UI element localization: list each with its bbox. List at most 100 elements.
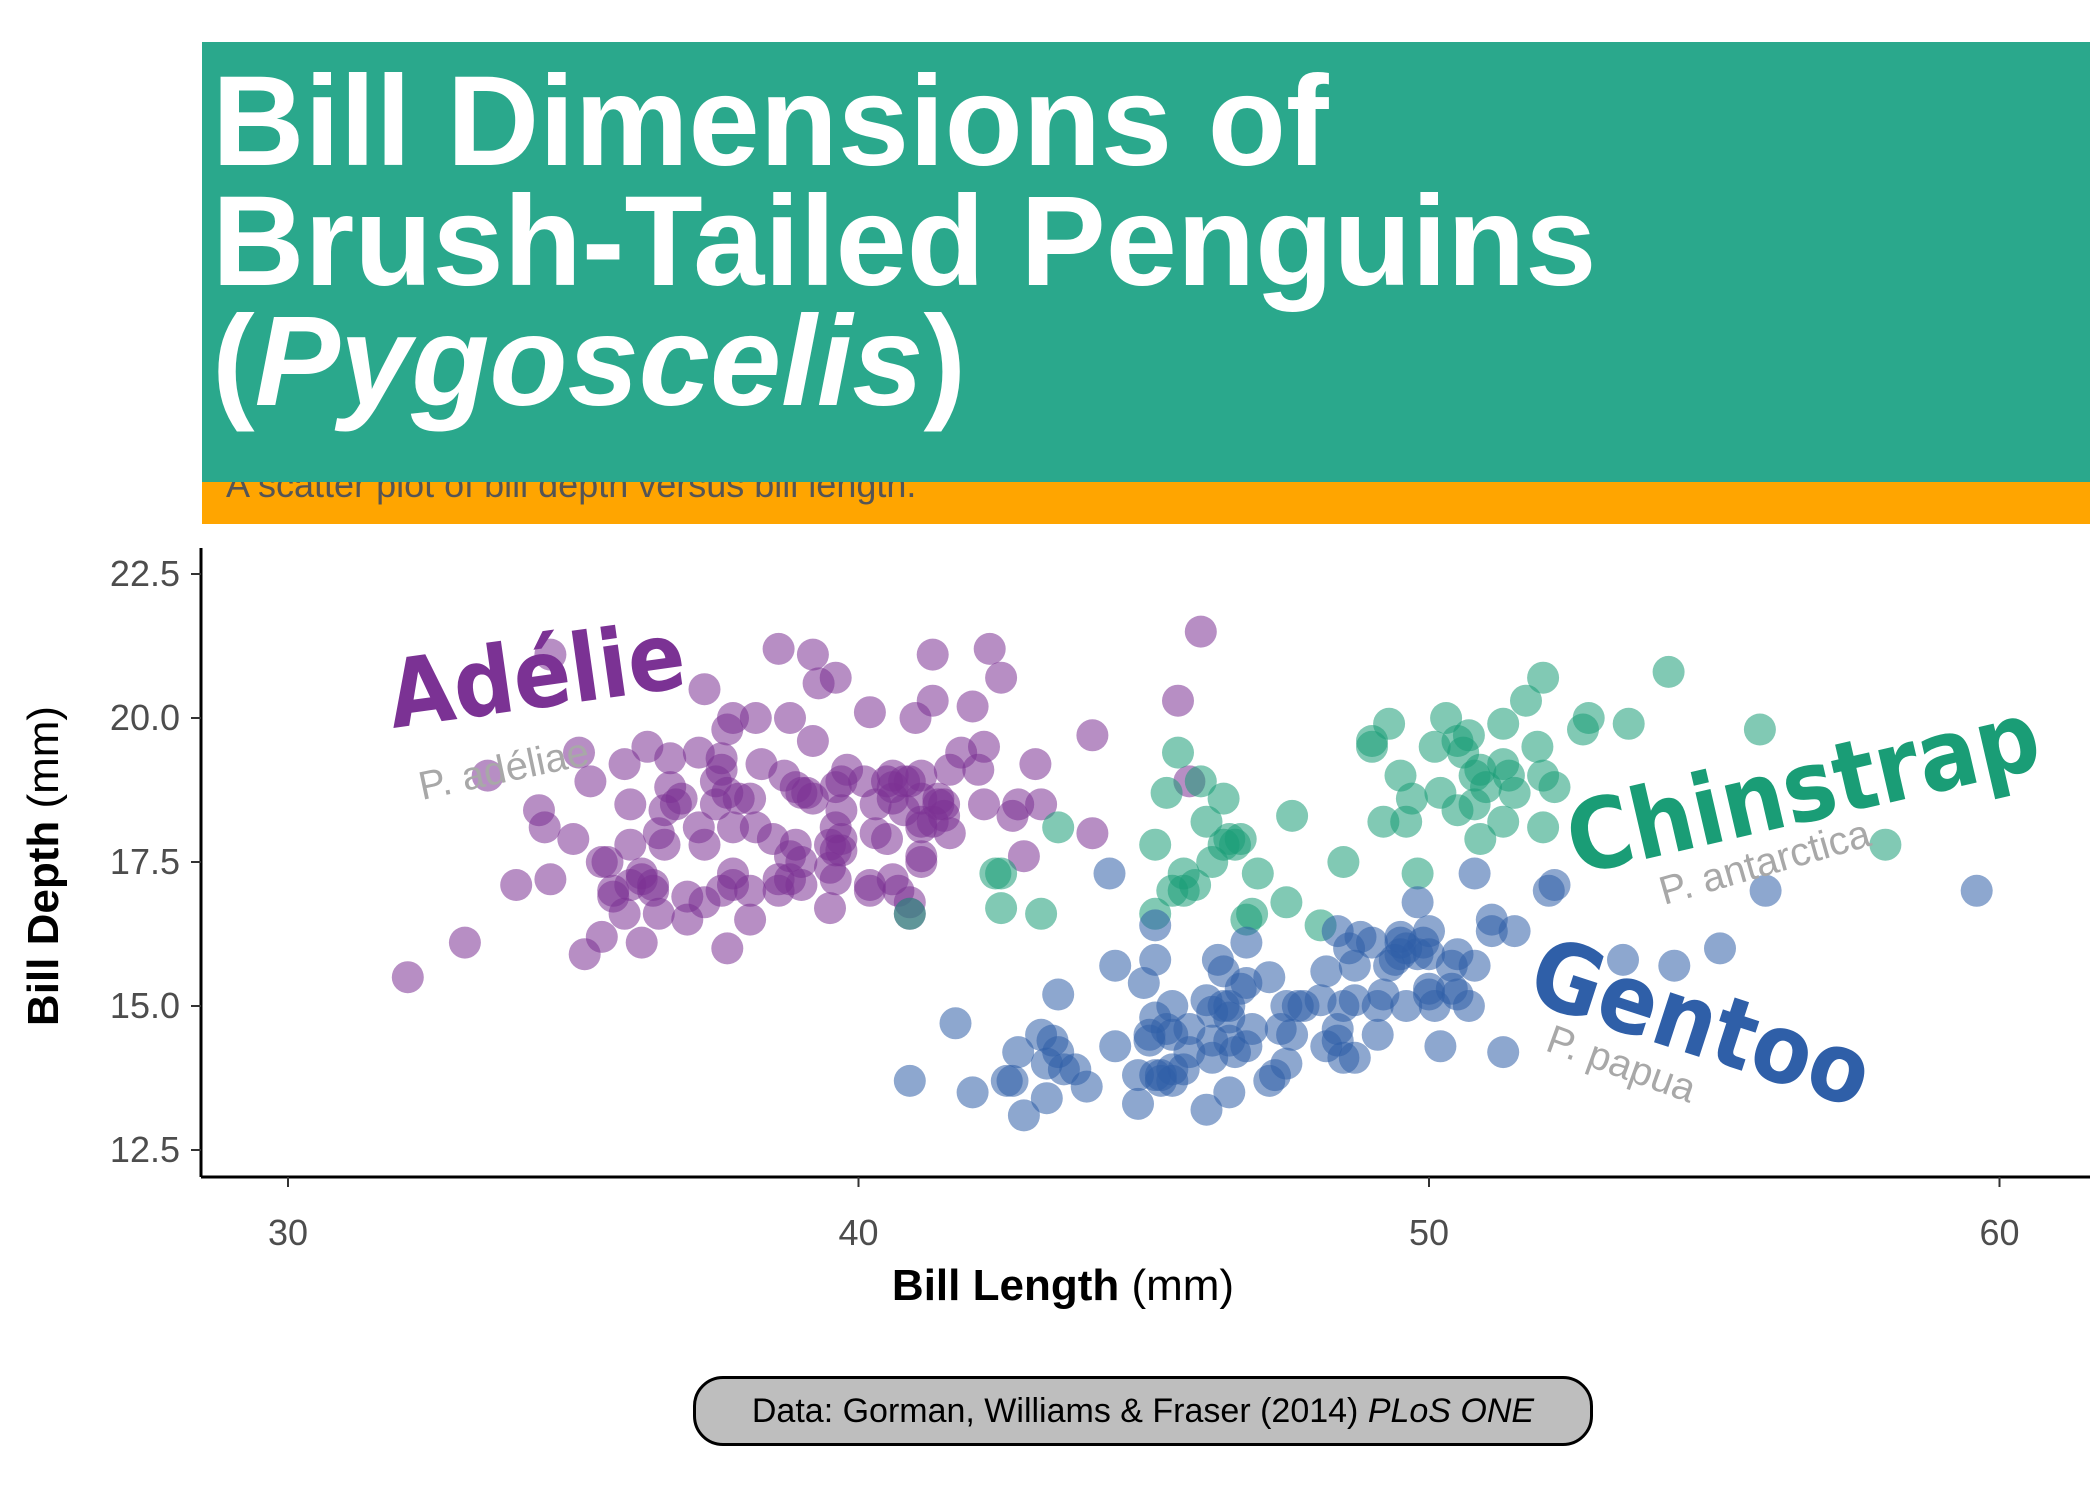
data-point (956, 1076, 989, 1109)
data-point (1527, 811, 1560, 844)
data-point (1162, 736, 1194, 769)
data-point (933, 817, 966, 850)
data-point (1025, 788, 1058, 821)
subtitle-banner: A scatter plot of bill depth versus bill… (202, 482, 2090, 524)
data-source-caption: Data: Gorman, Williams & Fraser (2014) P… (693, 1376, 1593, 1446)
data-point (1156, 990, 1189, 1022)
data-point (985, 661, 1018, 694)
data-point (500, 869, 533, 901)
y-axis-title-bold: Bill Depth (19, 821, 68, 1026)
title-line-1: Bill Dimensions of (212, 50, 1329, 193)
data-point (1612, 707, 1645, 740)
data-point (534, 638, 567, 671)
data-point (734, 874, 767, 907)
data-point (608, 748, 641, 781)
data-point (1960, 874, 1993, 907)
data-point (1458, 857, 1491, 890)
data-point (1253, 961, 1286, 994)
data-point (1424, 1030, 1457, 1063)
data-point (1361, 1018, 1394, 1051)
data-point (1207, 782, 1240, 815)
data-point (893, 897, 926, 930)
points-layer (391, 615, 1993, 1132)
data-point (819, 863, 852, 896)
data-point (985, 857, 1018, 890)
data-point (739, 702, 772, 734)
data-point (1093, 857, 1126, 890)
data-point (637, 869, 670, 901)
data-point (1070, 1070, 1103, 1103)
series-adlie (391, 615, 1217, 994)
data-point (705, 742, 738, 775)
y-axis-title-unit: (mm) (19, 706, 68, 809)
data-point (1122, 1087, 1154, 1120)
data-point (1042, 978, 1075, 1011)
data-point (1276, 1018, 1309, 1051)
y-tick-label: 20.0 (110, 697, 180, 738)
data-point (1310, 955, 1343, 988)
data-point (1184, 615, 1217, 648)
ticks-layer: 30 40 50 60 12.5 15.0 17.5 20.0 22.5 (110, 553, 2020, 1253)
data-point (585, 920, 618, 953)
data-point (1241, 857, 1274, 890)
data-point (1749, 874, 1782, 907)
data-point (1270, 886, 1303, 919)
data-point (1401, 857, 1434, 890)
data-point (528, 811, 561, 844)
data-point (608, 897, 641, 930)
data-point (1498, 776, 1531, 809)
data-point (1030, 1082, 1063, 1115)
data-point (1607, 943, 1639, 976)
data-point (1042, 811, 1075, 844)
data-point (796, 725, 829, 757)
data-point (648, 828, 681, 861)
data-point (1076, 719, 1109, 752)
y-tick-label: 12.5 (110, 1129, 180, 1170)
data-point (534, 863, 567, 896)
data-point (825, 794, 858, 827)
title-paren-close: ) (923, 290, 967, 433)
data-point (557, 823, 590, 855)
y-axis-title: Bill Depth (mm) (19, 706, 68, 1026)
data-point (1452, 990, 1485, 1022)
x-axis-title-unit: (mm) (1131, 1261, 1234, 1310)
data-point (825, 823, 858, 855)
data-point (717, 811, 749, 844)
data-point (1099, 1030, 1132, 1063)
data-point (1452, 719, 1485, 752)
data-point (1007, 840, 1040, 873)
data-point (591, 846, 624, 878)
data-point (916, 638, 949, 671)
data-point (905, 840, 938, 873)
data-point (1521, 730, 1554, 763)
data-point (1487, 707, 1520, 740)
data-point (563, 736, 595, 769)
data-point (1190, 805, 1223, 838)
data-point (1487, 805, 1520, 838)
x-tick-label: 50 (1409, 1212, 1449, 1253)
data-point (905, 759, 938, 792)
data-point (614, 788, 647, 821)
y-tick-label: 15.0 (110, 985, 180, 1026)
data-point (1401, 886, 1434, 919)
title-paren-open: ( (212, 290, 255, 433)
data-point (1487, 1036, 1520, 1069)
data-point (1162, 684, 1194, 717)
data-point (853, 696, 886, 729)
data-point (1230, 926, 1263, 959)
data-point (1019, 748, 1052, 781)
data-point (1007, 1099, 1040, 1132)
data-point (448, 926, 481, 959)
data-point (1869, 828, 1902, 861)
data-point (939, 1007, 972, 1040)
data-point (614, 828, 647, 861)
data-point (1527, 661, 1560, 694)
data-point (1395, 782, 1428, 815)
data-point (1652, 655, 1685, 688)
data-point (1413, 915, 1445, 948)
data-point (1002, 788, 1035, 821)
data-point (1356, 926, 1388, 959)
data-point (625, 926, 658, 959)
data-point (985, 892, 1018, 925)
data-point (1139, 943, 1172, 976)
